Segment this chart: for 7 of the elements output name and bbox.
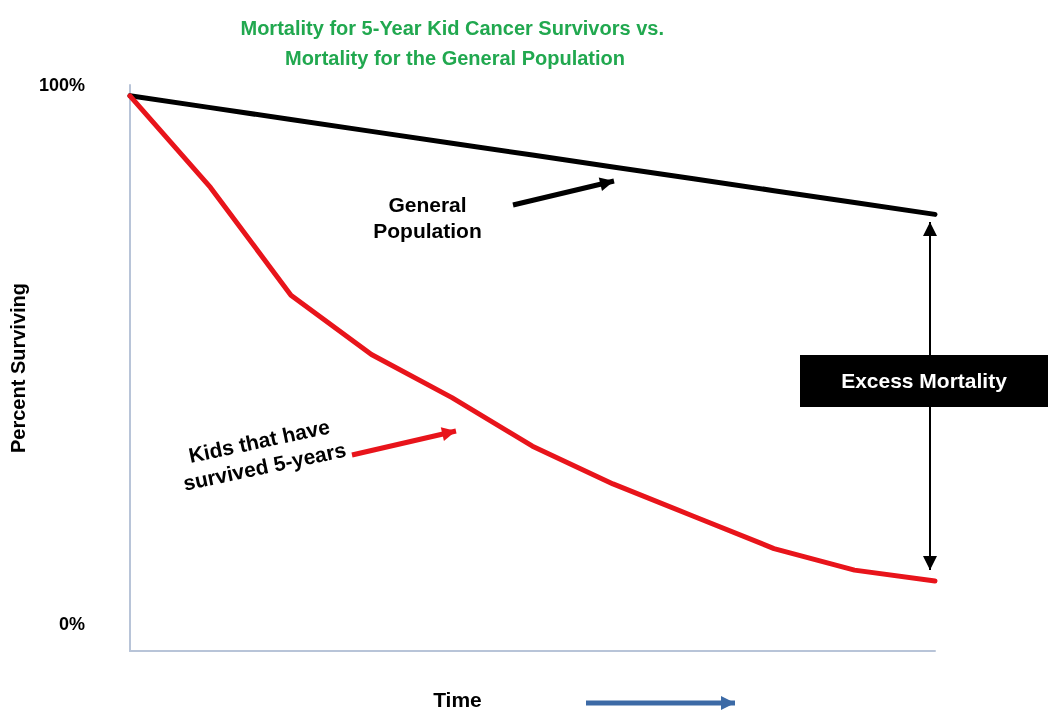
- y-tick-label: 0%: [58, 614, 85, 635]
- chart-title: Mortality for 5-Year Kid Cancer Survivors vs. Mortality for the General Population: [240, 17, 670, 69]
- x-axis-title: Time: [433, 688, 482, 711]
- annotation: General Population: [372, 192, 483, 245]
- y-tick-label: 100%: [38, 75, 85, 95]
- annotation: Kids that have survived 5-years: [180, 413, 350, 497]
- y-axis-title: Percent Surviving: [7, 282, 29, 454]
